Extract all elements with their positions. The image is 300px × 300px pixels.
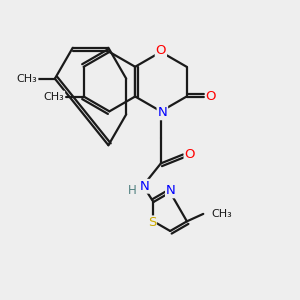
Text: CH₃: CH₃ xyxy=(17,74,38,84)
Text: CH₃: CH₃ xyxy=(212,209,232,219)
Text: CH₃: CH₃ xyxy=(44,92,64,101)
Text: N: N xyxy=(166,184,175,197)
Text: H: H xyxy=(128,184,137,196)
Text: N: N xyxy=(140,180,149,193)
Text: O: O xyxy=(156,44,166,57)
Text: O: O xyxy=(184,148,195,161)
Text: O: O xyxy=(206,90,216,103)
Text: N: N xyxy=(158,106,167,119)
Text: S: S xyxy=(148,216,156,229)
